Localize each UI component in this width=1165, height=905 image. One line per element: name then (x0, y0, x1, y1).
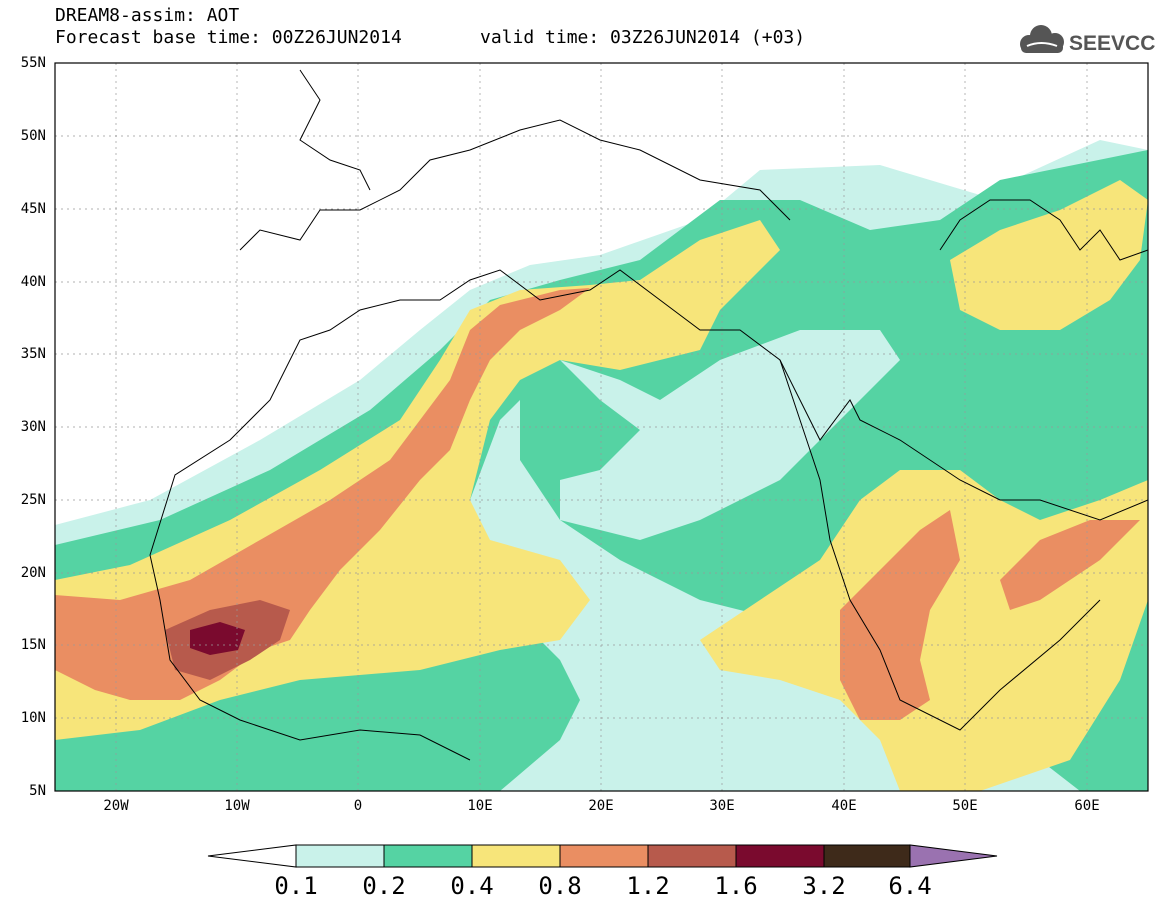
colorbar-label: 1.6 (714, 872, 758, 900)
colorbar-under-arrow (207, 844, 297, 868)
colorbar-swatch (823, 844, 911, 868)
lat-label: 25N (20, 492, 46, 508)
cloud-icon (1020, 25, 1064, 53)
lat-label: 10N (20, 710, 46, 726)
colorbar-swatch (295, 844, 385, 868)
colorbar-over-arrow (909, 844, 998, 868)
lat-label: 35N (20, 346, 46, 362)
logo-text: SEEVCCC (1069, 32, 1155, 55)
lon-label: 10W (224, 798, 250, 814)
map-frame (54, 62, 1149, 792)
lon-label: 50E (952, 798, 978, 814)
lon-label: 10E (467, 798, 493, 814)
aot-field-0-8-arabia (840, 510, 960, 720)
lat-label: 30N (20, 419, 46, 435)
colorbar-label: 3.2 (802, 872, 846, 900)
lat-label: 20N (20, 565, 46, 581)
lon-label: 30E (709, 798, 735, 814)
colorbar-swatch (471, 844, 561, 868)
map-title: DREAM8-assim: AOT (55, 5, 240, 26)
colorbar-label: 6.4 (888, 872, 932, 900)
lat-label: 15N (20, 637, 46, 653)
colorbar-label: 0.2 (362, 872, 406, 900)
colorbar-swatch (383, 844, 473, 868)
coastlines (149, 69, 1148, 761)
colorbar-swatch (559, 844, 649, 868)
lat-label: 50N (20, 128, 46, 144)
aot-field-1-6 (190, 622, 245, 655)
lon-label: 60E (1074, 798, 1100, 814)
aot-field-0-8 (55, 288, 590, 700)
valid-time: valid time: 03Z26JUN2014 (+03) (480, 27, 806, 48)
lon-label: 0 (353, 798, 363, 814)
colorbar-label: 1.2 (626, 872, 670, 900)
lat-label: 40N (20, 274, 46, 290)
colorbar-swatch (647, 844, 737, 868)
lat-label: 5N (29, 783, 46, 799)
seevccc-logo: SEEVCCC (1020, 25, 1155, 55)
lat-label: 55N (20, 55, 46, 71)
forecast-base-time: Forecast base time: 00Z26JUN2014 (55, 27, 402, 48)
lon-label: 40E (831, 798, 857, 814)
colorbar-label: 0.8 (538, 872, 582, 900)
lon-label: 20E (588, 798, 614, 814)
lon-label: 20W (103, 798, 129, 814)
aot-field-0-8-oman (1000, 520, 1140, 610)
colorbar-swatch (735, 844, 825, 868)
colorbar-label: 0.1 (274, 872, 318, 900)
colorbar-label: 0.4 (450, 872, 494, 900)
lat-label: 45N (20, 201, 46, 217)
aot-field-0-4-caspian (950, 180, 1148, 330)
